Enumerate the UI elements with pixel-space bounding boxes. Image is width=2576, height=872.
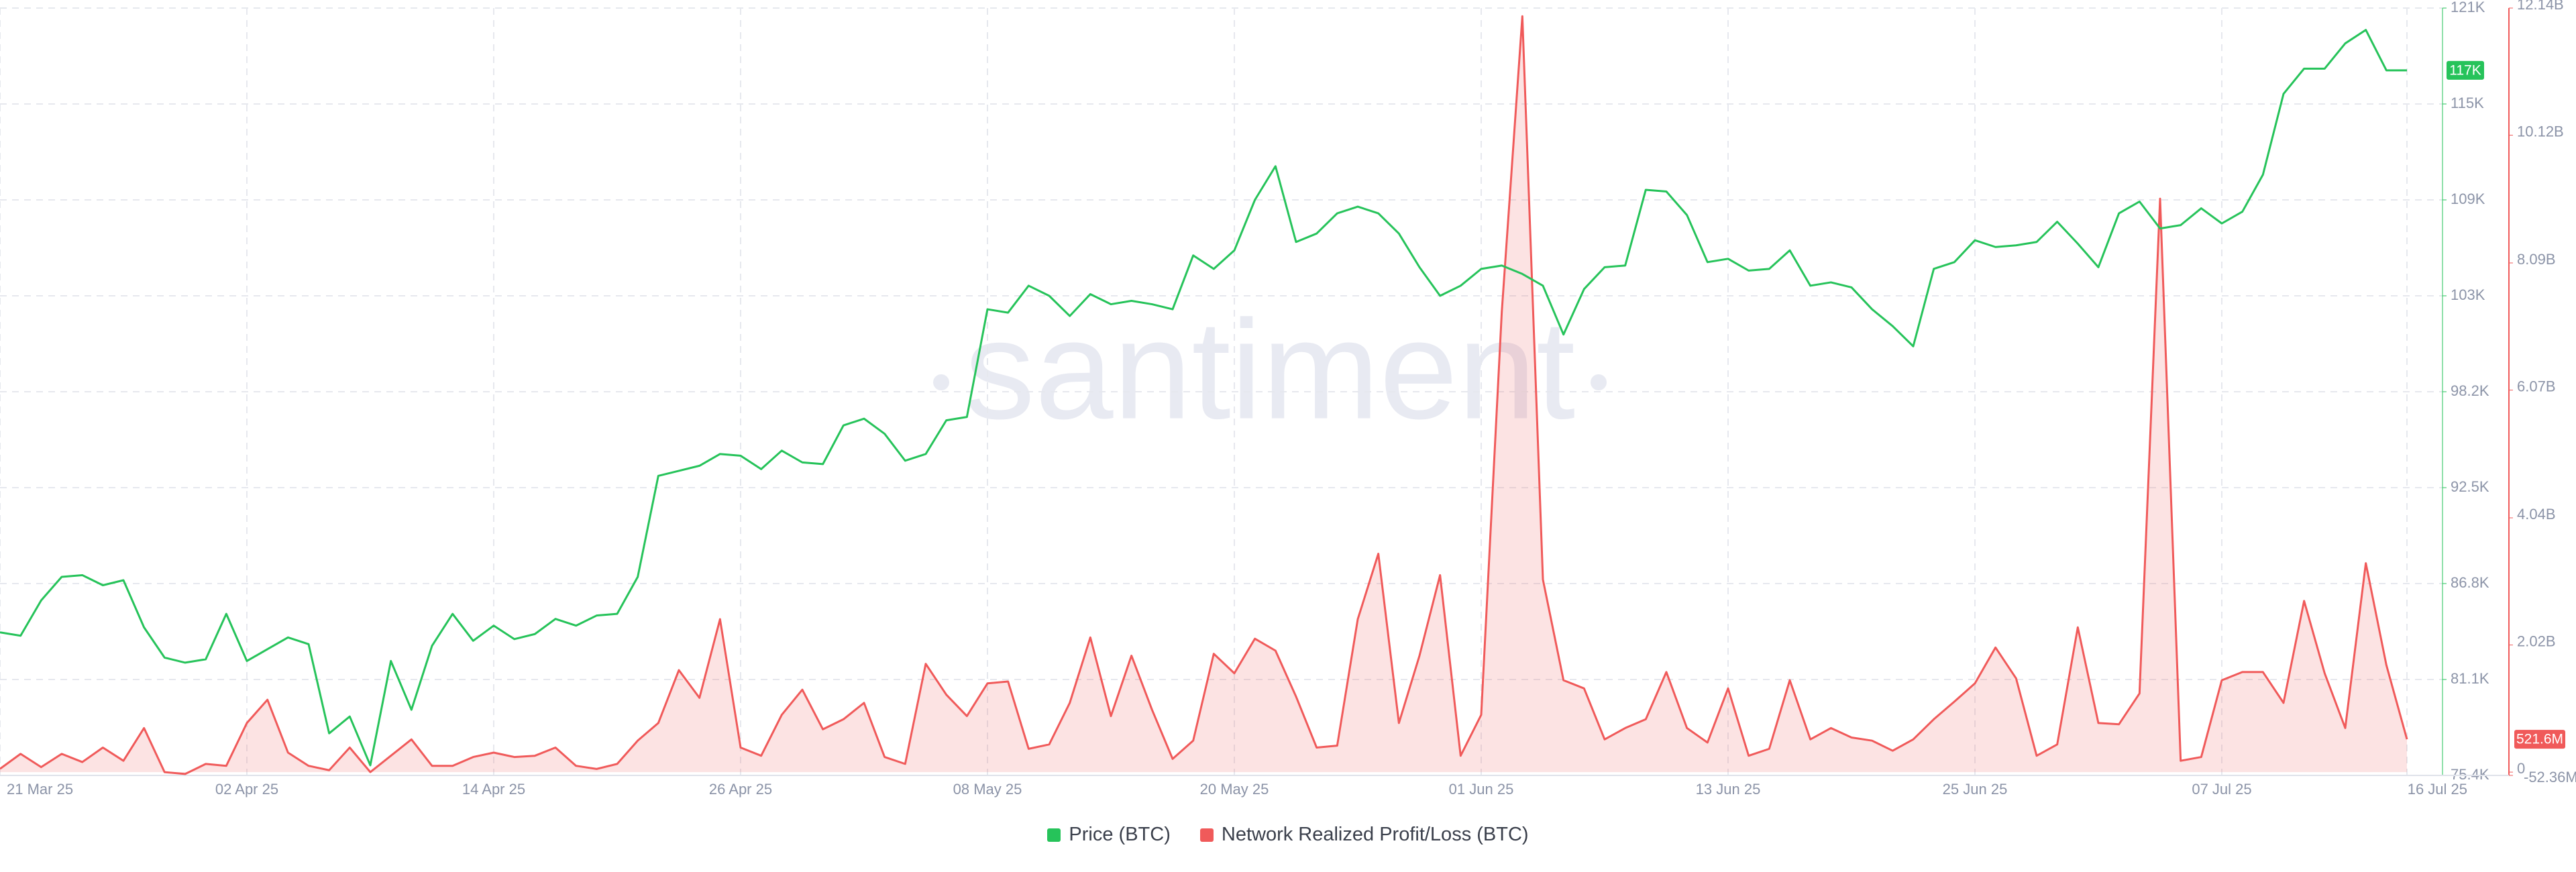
legend: Price (BTC) Network Realized Profit/Loss …	[0, 824, 2576, 846]
y-tick-label: 121K	[2451, 0, 2485, 15]
y-tick-label: 109K	[2451, 190, 2485, 207]
y-tick-label: 81.1K	[2451, 670, 2489, 687]
x-tick-label: 13 Jun 25	[1696, 781, 1761, 798]
x-tick-label: 26 Apr 25	[709, 781, 772, 798]
y-tick-label: 86.8K	[2451, 574, 2489, 591]
y-tick-label: 92.5K	[2451, 478, 2489, 495]
y-tick-label: 103K	[2451, 286, 2485, 303]
x-tick-label: 25 Jun 25	[1943, 781, 2008, 798]
y2-tick-label: 2.02B	[2517, 633, 2556, 649]
area-fill	[0, 16, 2407, 774]
value-badge	[2514, 730, 2565, 749]
legend-swatch	[1199, 828, 1214, 842]
area-line	[0, 15, 2408, 775]
x-tick-label: 20 May 25	[1200, 781, 1269, 798]
x-tick-label: 21 Mar 25	[7, 781, 73, 798]
y-tick-label: 115K	[2451, 95, 2484, 111]
y2-tick-label: 12.14B	[2517, 0, 2564, 13]
legend-label: Network Realized Profit/Loss (BTC)	[1221, 824, 1529, 845]
x-tick-label: 16 Jul 25	[2408, 781, 2467, 798]
legend-swatch	[1047, 828, 1061, 842]
y-tick-label: 75.4K	[2451, 766, 2489, 783]
watermark: santiment	[965, 290, 1575, 448]
y2-tick-label: 8.09B	[2517, 251, 2556, 268]
x-tick-label: 02 Apr 25	[215, 781, 278, 798]
legend-item[interactable]: Network Realized Profit/Loss (BTC)	[1199, 824, 1529, 846]
x-tick-label: 07 Jul 25	[2192, 781, 2251, 798]
y2-tick-label: -52.36M	[2524, 769, 2576, 785]
chart: santiment 75.4K 81.1K 86.8K 92.5K 98.2K 103K 1…	[0, 0, 2576, 798]
y-tick-label: 98.2K	[2451, 382, 2489, 399]
x-tick-label: 14 Apr 25	[462, 781, 525, 798]
y2-tick-label: 0	[2517, 760, 2525, 777]
price-line	[0, 29, 2407, 767]
legend-label: Price (BTC)	[1069, 824, 1171, 845]
y2-tick-label: 6.07B	[2517, 378, 2556, 394]
x-tick-label: 08 May 25	[953, 781, 1022, 798]
y2-tick-label: 4.04B	[2517, 506, 2556, 523]
value-badge-label: 521.6M	[2516, 732, 2563, 747]
watermark-dot	[1591, 374, 1607, 390]
legend-item[interactable]: Price (BTC)	[1047, 824, 1171, 846]
watermark-dot	[933, 374, 949, 390]
y2-tick-label: 10.12B	[2517, 123, 2564, 140]
value-badge	[2447, 60, 2484, 80]
x-tick-label: 01 Jun 25	[1449, 781, 1514, 798]
value-badge-label: 117K	[2449, 62, 2481, 78]
